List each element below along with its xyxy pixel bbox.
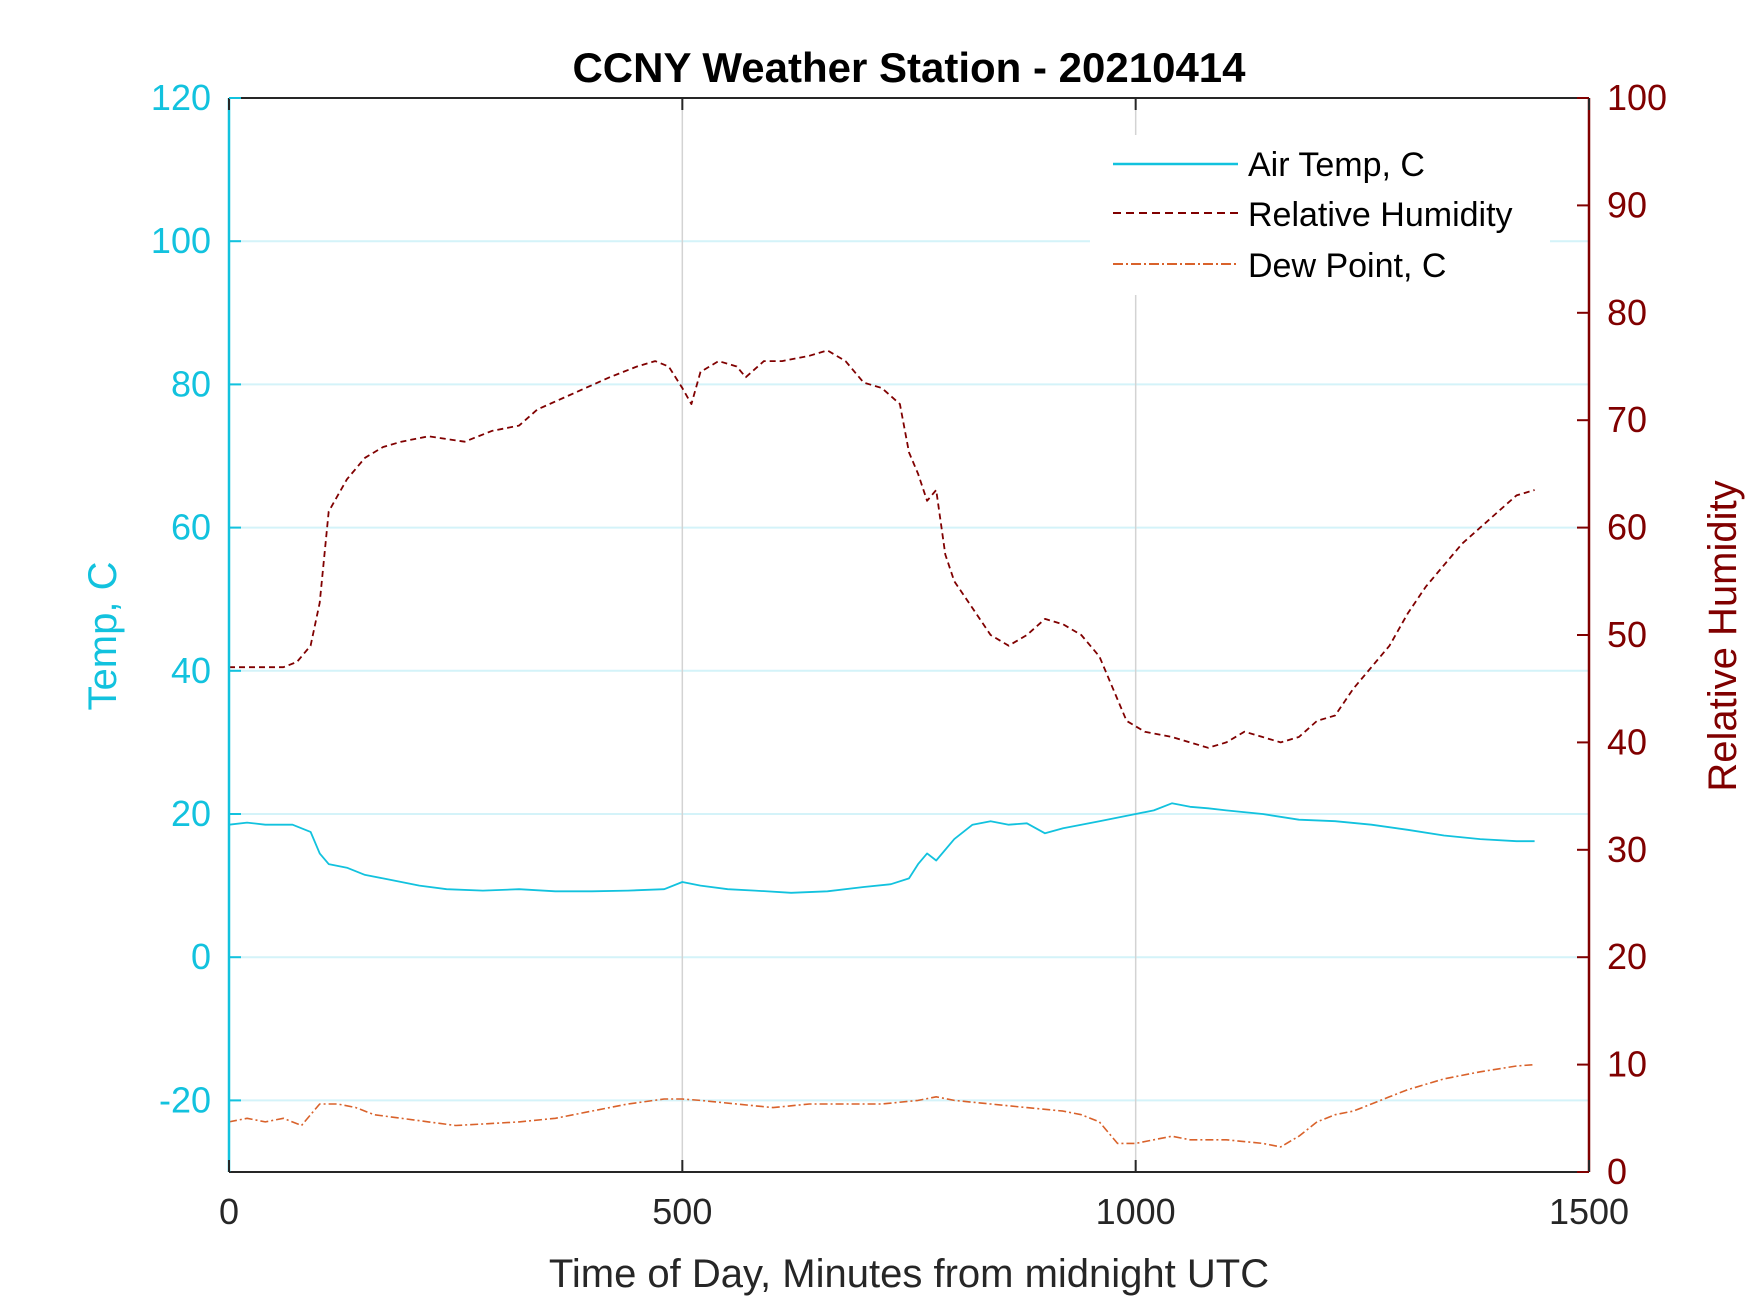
legend-label-air-temp: Air Temp, C [1248, 146, 1425, 184]
y-right-tick-label: 40 [1607, 721, 1647, 762]
legend-label-humidity: Relative Humidity [1248, 196, 1513, 234]
y-right-tick-label: 10 [1607, 1044, 1647, 1085]
axes-layer: 0 500 1000 1500 -20 0 20 40 60 80 100 120 0 10 20 30 40 5… [151, 77, 1667, 1232]
series-line-relative-humidity [229, 349, 1535, 749]
y-left-tick-label: 80 [171, 363, 211, 404]
y-axis-label-left: Temp, C [81, 562, 125, 711]
y-right-tick-label: 60 [1607, 507, 1647, 548]
y-left-tick-label: 60 [171, 507, 211, 548]
x-tick-label: 500 [652, 1191, 712, 1232]
chart-title: CCNY Weather Station - 20210414 [572, 44, 1246, 91]
y-right-tick-label: 70 [1607, 399, 1647, 440]
y-left-tick-label: 20 [171, 793, 211, 834]
y-left-tick-label: 0 [191, 936, 211, 977]
y-left-tick-label: 100 [151, 220, 211, 261]
y-axis-label-right: Relative Humidity [1701, 480, 1745, 791]
series-layer [228, 349, 1535, 1148]
series-line-dew-point [228, 1063, 1535, 1148]
y-right-tick-label: 20 [1607, 936, 1647, 977]
series-line-air-temp [228, 802, 1535, 894]
x-tick-label: 1500 [1549, 1191, 1629, 1232]
y-right-tick-label: 90 [1607, 184, 1647, 225]
y-left-tick-label: -20 [159, 1079, 211, 1120]
y-right-tick-label: 50 [1607, 614, 1647, 655]
y-right-tick-label: 100 [1607, 77, 1667, 118]
x-tick-label: 1000 [1096, 1191, 1176, 1232]
y-right-tick-label: 30 [1607, 829, 1647, 870]
y-left-tick-label: 120 [151, 77, 211, 118]
legend-background [1090, 135, 1550, 295]
x-axis-label: Time of Day, Minutes from midnight UTC [549, 1252, 1269, 1296]
legend: Air Temp, C Relative Humidity Dew Point,… [1090, 135, 1550, 295]
legend-label-dew-point: Dew Point, C [1248, 247, 1446, 285]
y-right-tick-label: 0 [1607, 1151, 1627, 1192]
y-left-tick-label: 40 [171, 650, 211, 691]
x-tick-label: 0 [219, 1191, 239, 1232]
y-right-tick-label: 80 [1607, 292, 1647, 333]
